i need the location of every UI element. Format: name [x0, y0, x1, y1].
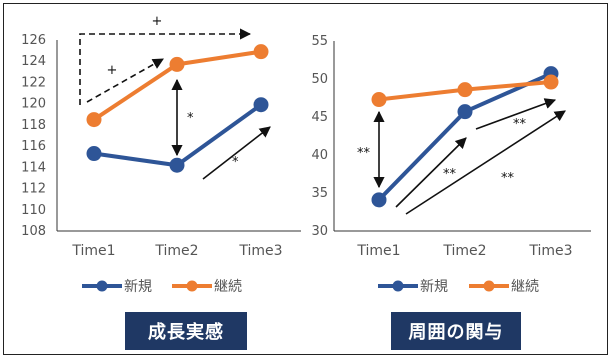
annotation-label: *: [187, 111, 194, 126]
y-tick-label: 40: [311, 148, 328, 163]
data-point-continuing: [169, 56, 185, 72]
legend-label: 継続: [511, 278, 539, 295]
legend-swatch-marker: [483, 280, 495, 292]
y-tick-label: 55: [311, 34, 328, 49]
legend-swatch-marker: [186, 280, 198, 292]
y-tick-label: 126: [21, 33, 46, 48]
legend-swatch-marker: [392, 280, 404, 292]
annotation-label: +: [107, 63, 118, 78]
y-tick-label: 122: [21, 75, 46, 90]
x-tick-label: Time2: [442, 243, 486, 259]
legend-label: 継続: [214, 278, 242, 295]
data-point-continuing: [86, 112, 102, 128]
data-point-new: [86, 146, 102, 162]
y-tick-label: 45: [311, 110, 328, 125]
x-tick-label: Time1: [71, 243, 115, 259]
legend-swatch-marker: [96, 280, 108, 292]
annotation-label: **: [357, 146, 371, 161]
arrow-time2-time3: [202, 126, 271, 180]
data-point-continuing: [457, 82, 473, 98]
chart-caption-involvement: 周囲の関与: [391, 312, 521, 350]
arrow-time1-time3: [405, 110, 566, 215]
y-tick-label: 114: [21, 160, 46, 175]
annotation-label: **: [501, 171, 515, 186]
x-tick-label: Time3: [238, 243, 282, 259]
arrow-time1-time2: [395, 137, 467, 208]
dashed-arrow-top: [79, 28, 252, 105]
y-tick-label: 30: [311, 224, 328, 239]
y-tick-label: 50: [311, 72, 328, 87]
x-tick-label: Time1: [356, 243, 400, 259]
legend-label: 新規: [420, 279, 448, 295]
dashed-arrow-diagonal: [86, 58, 164, 103]
data-point-new: [371, 192, 387, 208]
data-point-new: [169, 157, 185, 173]
y-tick-label: 110: [21, 203, 46, 218]
annotation-label: +: [152, 14, 163, 29]
data-point-new: [457, 104, 473, 120]
x-tick-label: Time2: [154, 243, 198, 259]
annotation-label: *: [232, 155, 239, 170]
data-point-continuing: [371, 92, 387, 108]
y-tick-label: 124: [21, 54, 46, 69]
y-tick-label: 118: [21, 118, 46, 133]
y-tick-label: 35: [311, 186, 328, 201]
x-tick-label: Time3: [528, 243, 572, 259]
chart-caption-growth: 成長実感: [125, 312, 247, 350]
annotation-label: **: [513, 117, 527, 132]
data-point-new: [253, 97, 269, 113]
annotation-label: **: [443, 167, 457, 182]
y-tick-label: 120: [21, 97, 46, 112]
y-tick-label: 112: [21, 182, 46, 197]
y-tick-label: 116: [21, 139, 46, 154]
data-point-continuing: [543, 74, 559, 90]
figure-frame: [3, 3, 608, 355]
arrow-time2-time3: [475, 98, 557, 130]
y-tick-label: 108: [21, 224, 46, 239]
legend-label: 新規: [124, 279, 152, 295]
data-point-continuing: [253, 44, 269, 60]
